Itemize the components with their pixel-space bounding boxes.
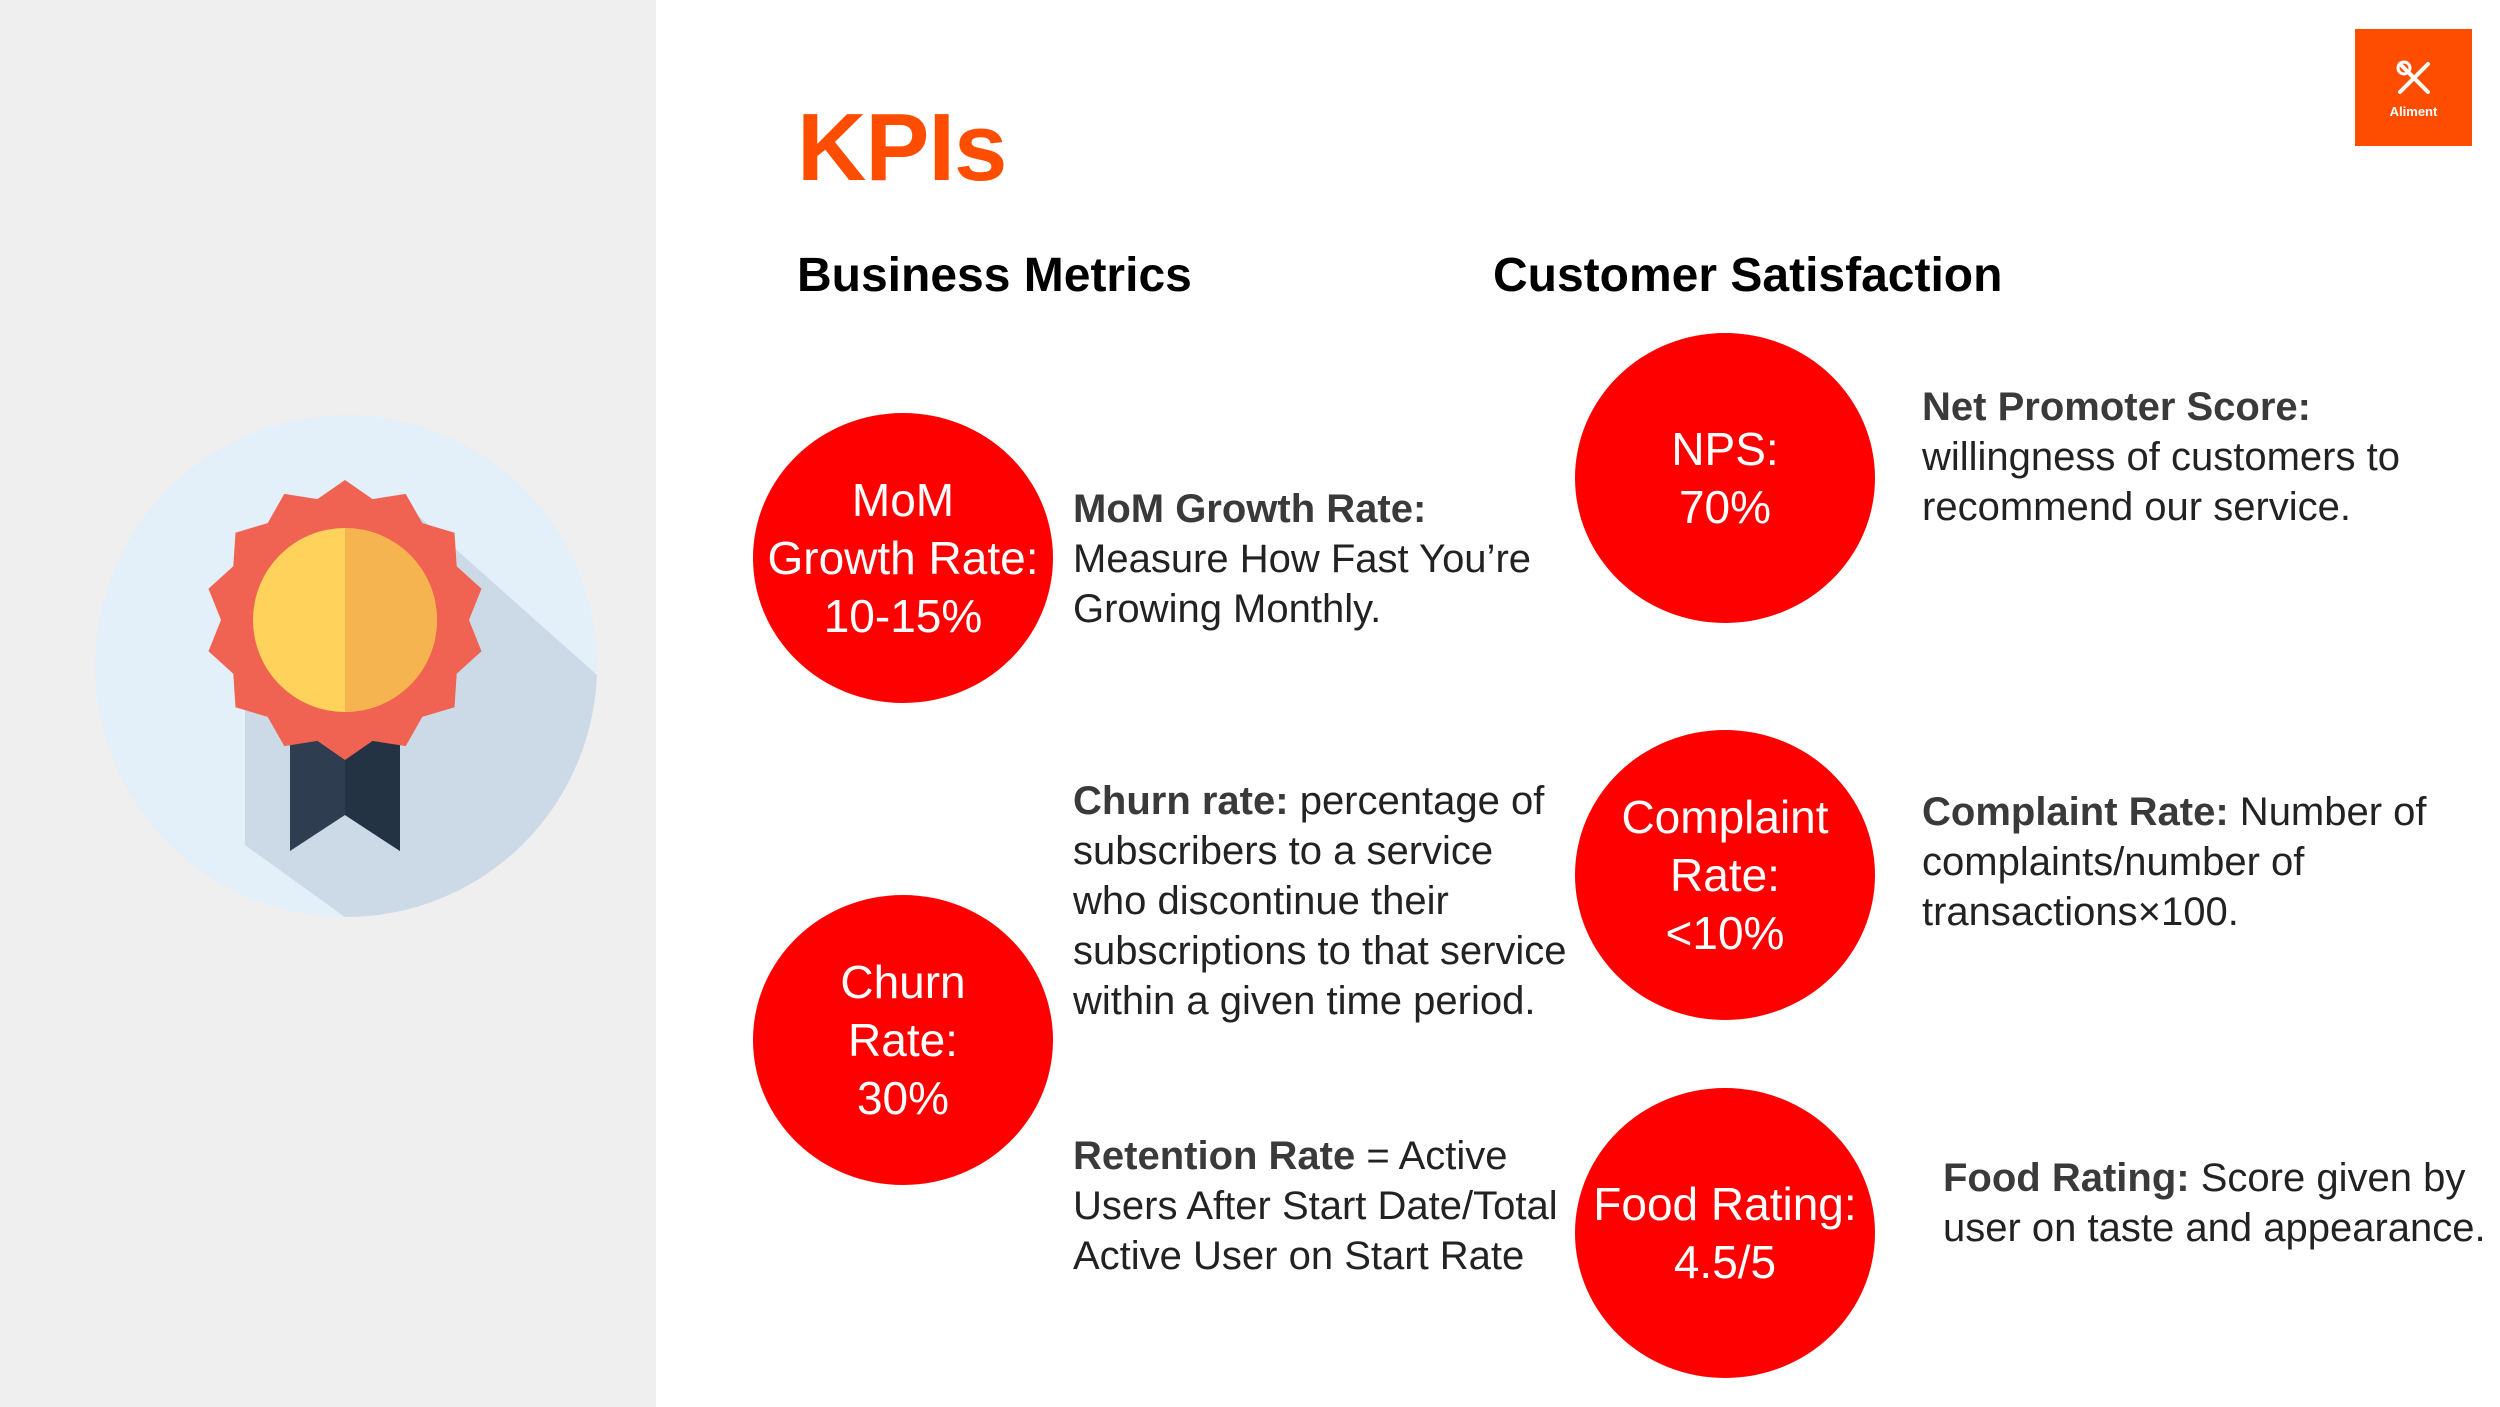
customer-satisfaction-heading: Customer Satisfaction [1493, 249, 2003, 302]
complaint-rate-circle: Complaint Rate: <10% [1575, 730, 1875, 1020]
brand-logo: Aliment [2355, 29, 2472, 146]
nps-description: Net Promoter Score: willingness of custo… [1922, 382, 2462, 532]
business-metrics-heading: Business Metrics [797, 249, 1192, 302]
complaint-rate-description: Complaint Rate: Number of complaints/num… [1922, 787, 2462, 937]
complaint-rate-label: Complaint Rate: [1922, 790, 2229, 834]
mom-growth-label: MoM Growth Rate: [1073, 487, 1427, 531]
food-rating-description: Food Rating: Score given by user on tast… [1943, 1153, 2488, 1253]
retention-rate-text: = Active Users After Start Date/Total Ac… [1073, 1134, 1558, 1278]
complaint-rate-text: Number of complaints/number of transacti… [1922, 790, 2427, 934]
nps-text: willingness of customers to recommend ou… [1922, 435, 2400, 529]
page-title: KPIs [797, 94, 1007, 201]
nps-label: Net Promoter Score: [1922, 385, 2311, 429]
fork-knife-icon [2396, 60, 2430, 94]
left-panel [0, 0, 656, 1407]
nps-circle: NPS: 70% [1575, 333, 1875, 623]
churn-rate-circle: Churn Rate: 30% [753, 895, 1053, 1185]
brand-name: Aliment [2389, 104, 2438, 119]
churn-rate-description: Churn rate: percentage of subscribers to… [1073, 776, 1573, 1026]
food-rating-circle: Food Rating: 4.5/5 [1575, 1088, 1875, 1378]
food-rating-text: Score given by user on taste and appeara… [1943, 1156, 2486, 1250]
churn-rate-label: Churn rate: [1073, 779, 1289, 823]
retention-rate-description: Retention Rate = Active Users After Star… [1073, 1131, 1573, 1281]
mom-growth-circle: MoM Growth Rate: 10-15% [753, 413, 1053, 703]
churn-rate-text: percentage of subscribers to a service w… [1073, 779, 1567, 1023]
food-rating-label: Food Rating: [1943, 1156, 2190, 1200]
medal-icon [95, 415, 597, 917]
mom-growth-text: Measure How Fast You’re Growing Monthly. [1073, 537, 1532, 631]
retention-rate-label: Retention Rate [1073, 1134, 1356, 1178]
mom-growth-description: MoM Growth Rate: Measure How Fast You’re… [1073, 484, 1573, 634]
